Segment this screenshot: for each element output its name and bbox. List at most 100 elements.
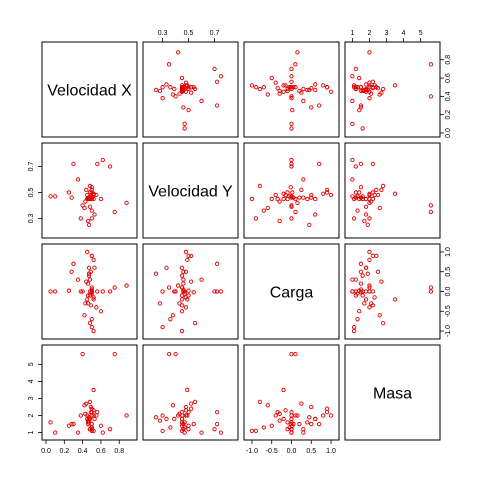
point-carga-vs-masa-13 — [363, 297, 369, 302]
point-masa-vs-velocidad-y-29 — [157, 418, 163, 423]
point-carga-vs-velocidad-x-32 — [89, 253, 94, 259]
point-carga-vs-velocidad-x-31 — [92, 265, 97, 270]
point-velocidad-x-vs-carga-19 — [249, 83, 255, 88]
point-velocidad-y-vs-masa-45 — [370, 161, 376, 167]
point-velocidad-x-vs-carga-35 — [299, 90, 304, 95]
point-velocidad-y-vs-carga-1 — [328, 192, 334, 198]
point-velocidad-x-vs-carga-16 — [269, 75, 274, 81]
point-masa-vs-velocidad-y-38 — [182, 430, 187, 435]
point-velocidad-y-vs-carga-33 — [253, 216, 259, 221]
point-velocidad-x-vs-velocidad-y-26 — [199, 98, 204, 104]
point-masa-vs-velocidad-y-41 — [191, 421, 196, 427]
point-velocidad-x-vs-carga-38 — [289, 121, 294, 126]
panel-frame-1-2 — [142, 41, 239, 138]
point-velocidad-y-vs-carga-14 — [277, 199, 282, 204]
point-velocidad-x-vs-velocidad-y-2 — [214, 103, 220, 108]
point-velocidad-x-vs-velocidad-y-27 — [181, 105, 186, 110]
point-velocidad-y-vs-velocidad-x-45 — [95, 161, 100, 167]
point-masa-vs-velocidad-y-27 — [181, 421, 186, 427]
point-velocidad-x-vs-masa-14 — [369, 91, 374, 96]
point-velocidad-y-vs-carga-7 — [305, 196, 310, 202]
point-carga-vs-velocidad-x-7 — [86, 273, 92, 278]
point-carga-vs-masa-44 — [353, 289, 358, 294]
point-velocidad-y-vs-velocidad-x-30 — [89, 208, 94, 213]
point-carga-vs-masa-18 — [380, 320, 386, 326]
point-masa-vs-carga-16 — [269, 423, 274, 428]
point-masa-vs-carga-36 — [283, 408, 288, 413]
point-velocidad-y-vs-masa-30 — [355, 208, 360, 213]
point-masa-vs-carga-45 — [289, 409, 294, 415]
point-velocidad-y-vs-velocidad-x-41 — [89, 185, 94, 190]
point-velocidad-y-vs-masa-31 — [363, 212, 369, 217]
point-velocidad-y-vs-velocidad-x-34 — [86, 222, 92, 228]
point-masa-vs-carga-3 — [324, 409, 330, 415]
point-masa-vs-velocidad-y-30 — [168, 425, 173, 430]
y-tick-label-velocidad-y-2: 0.7 — [28, 162, 35, 172]
point-velocidad-y-vs-carga-17 — [265, 205, 270, 211]
point-masa-vs-velocidad-y-17 — [170, 403, 176, 408]
y-tick-label-velocidad-x-4: 0.8 — [445, 55, 452, 65]
point-masa-vs-carga-27 — [309, 421, 314, 427]
point-carga-vs-velocidad-x-13 — [85, 297, 90, 302]
point-carga-vs-masa-16 — [357, 309, 362, 314]
point-masa-vs-velocidad-x-43 — [100, 430, 105, 435]
point-carga-vs-masa-41 — [358, 290, 364, 295]
point-velocidad-y-vs-carga-15 — [273, 192, 278, 198]
y-tick-label-velocidad-y-0: 0.3 — [28, 213, 35, 223]
point-masa-vs-velocidad-x-2 — [71, 421, 76, 427]
point-masa-vs-carga-18 — [257, 399, 263, 405]
point-carga-vs-velocidad-y-14 — [177, 301, 182, 306]
y-tick-label-carga-2: 0.0 — [445, 287, 452, 297]
point-velocidad-y-vs-velocidad-x-28 — [80, 203, 85, 208]
point-velocidad-y-vs-carga-41 — [288, 185, 293, 190]
point-carga-vs-velocidad-y-3 — [186, 253, 191, 259]
point-velocidad-x-vs-velocidad-y-20 — [166, 62, 172, 67]
point-masa-vs-velocidad-y-28 — [173, 351, 178, 357]
point-velocidad-y-vs-velocidad-x-21 — [124, 200, 129, 205]
y-tick-label-carga-0: -1.0 — [445, 325, 452, 337]
point-velocidad-x-vs-carga-44 — [289, 66, 294, 72]
point-velocidad-y-vs-carga-45 — [289, 161, 294, 167]
point-masa-vs-velocidad-x-28 — [80, 351, 85, 357]
point-masa-vs-velocidad-y-13 — [179, 416, 185, 422]
point-carga-vs-masa-7 — [360, 273, 365, 278]
point-velocidad-y-vs-velocidad-x-33 — [89, 216, 94, 221]
point-masa-vs-velocidad-x-40 — [66, 423, 72, 428]
point-carga-vs-velocidad-x-16 — [98, 309, 104, 314]
point-velocidad-y-vs-carga-36 — [283, 192, 288, 198]
point-velocidad-x-vs-carga-31 — [313, 82, 318, 87]
point-carga-vs-velocidad-y-2 — [214, 261, 220, 266]
point-masa-vs-carga-43 — [289, 430, 294, 435]
point-velocidad-x-vs-carga-32 — [324, 85, 330, 90]
point-velocidad-y-vs-masa-13 — [363, 196, 369, 202]
point-masa-vs-velocidad-x-38 — [53, 430, 58, 435]
point-velocidad-y-vs-velocidad-x-14 — [83, 199, 88, 204]
point-masa-vs-carga-35 — [299, 401, 304, 406]
point-velocidad-x-vs-masa-2 — [358, 103, 364, 108]
point-carga-vs-masa-31 — [363, 265, 369, 270]
point-carga-vs-masa-12 — [360, 293, 365, 298]
point-masa-vs-velocidad-x-44 — [107, 427, 113, 432]
point-velocidad-x-vs-carga-13 — [281, 89, 286, 94]
point-carga-vs-masa-36 — [372, 295, 377, 300]
point-velocidad-x-vs-velocidad-y-32 — [188, 85, 194, 90]
point-velocidad-x-vs-masa-21 — [367, 50, 372, 55]
point-velocidad-y-vs-velocidad-x-20 — [112, 209, 117, 215]
y-tick-label-masa-4: 5 — [28, 362, 35, 366]
point-velocidad-y-vs-masa-39 — [367, 216, 372, 221]
point-carga-vs-masa-10 — [367, 285, 372, 290]
point-carga-vs-velocidad-y-6 — [183, 269, 189, 274]
point-carga-vs-velocidad-y-44 — [212, 289, 217, 294]
point-velocidad-y-vs-carga-35 — [299, 187, 304, 193]
point-velocidad-x-vs-carga-42 — [289, 86, 294, 92]
point-velocidad-y-vs-carga-9 — [297, 195, 302, 200]
point-carga-vs-velocidad-y-7 — [179, 273, 185, 278]
point-velocidad-y-vs-carga-12 — [285, 196, 290, 202]
point-carga-vs-masa-4 — [367, 257, 372, 263]
point-velocidad-x-vs-carga-2 — [317, 103, 322, 108]
x-tick-label-masa-1: 2 — [368, 30, 372, 37]
point-velocidad-y-vs-carga-18 — [257, 183, 263, 189]
panel-frame-2-4 — [344, 142, 441, 239]
point-velocidad-y-vs-masa-26 — [350, 177, 355, 182]
